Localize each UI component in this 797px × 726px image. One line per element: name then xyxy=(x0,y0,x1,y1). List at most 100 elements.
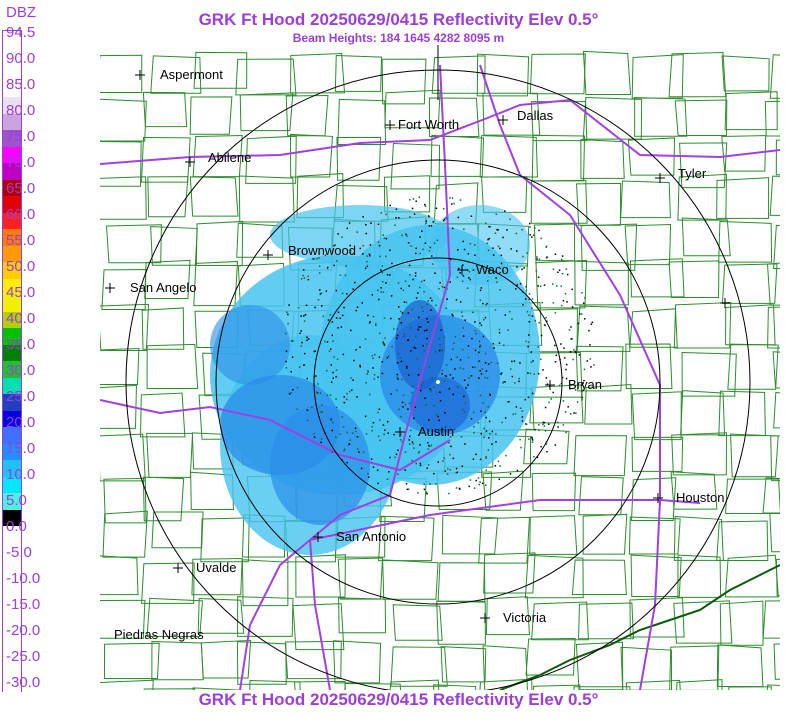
county-boundary xyxy=(200,639,252,679)
echo-speckle xyxy=(382,291,385,293)
echo-speckle xyxy=(473,432,475,434)
echo-speckle xyxy=(509,218,511,221)
echo-speckle xyxy=(516,266,518,268)
echo-speckle xyxy=(320,438,323,440)
echo-speckle xyxy=(412,278,414,281)
echo-speckle xyxy=(334,244,337,246)
county-boundary xyxy=(195,220,244,266)
echo-speckle xyxy=(497,460,500,463)
echo-speckle xyxy=(348,443,351,445)
echo-speckle xyxy=(394,456,396,459)
echo-speckle xyxy=(543,425,546,427)
echo-speckle xyxy=(506,401,509,403)
echo-speckle xyxy=(589,344,591,346)
echo-speckle xyxy=(535,270,538,272)
echo-speckle xyxy=(496,362,499,365)
county-boundary xyxy=(634,97,688,137)
echo-speckle xyxy=(429,297,432,299)
county-boundary xyxy=(716,177,770,219)
echo-speckle xyxy=(462,240,464,243)
echo-speckle xyxy=(561,376,564,379)
county-boundary xyxy=(724,554,779,598)
county-boundary xyxy=(237,596,294,637)
echo-speckle xyxy=(531,439,534,441)
echo-speckle xyxy=(418,196,421,198)
echo-speckle xyxy=(468,485,470,488)
echo-speckle xyxy=(506,229,508,231)
echo-speckle xyxy=(343,448,346,451)
county-boundary xyxy=(725,478,780,514)
color-scale-segment xyxy=(3,394,21,411)
county-boundary xyxy=(390,646,448,687)
echo-speckle xyxy=(313,436,316,438)
echo-speckle xyxy=(348,222,351,224)
city-marker xyxy=(263,250,273,260)
county-boundary xyxy=(772,351,780,389)
color-scale-segment xyxy=(3,608,21,626)
echo-speckle xyxy=(377,435,380,438)
echo-speckle xyxy=(561,258,563,261)
county-boundary xyxy=(384,89,441,129)
echo-speckle xyxy=(462,275,465,277)
echo-speckle xyxy=(360,467,363,470)
echo-speckle xyxy=(387,432,389,434)
echo-speckle xyxy=(581,292,583,294)
echo-speckle xyxy=(401,440,403,443)
echo-speckle xyxy=(428,216,430,218)
county-boundary xyxy=(531,134,586,182)
echo-speckle xyxy=(336,358,339,361)
echo-speckle xyxy=(411,207,414,210)
echo-speckle xyxy=(531,436,533,439)
echo-speckle xyxy=(359,346,361,349)
echo-speckle xyxy=(381,372,384,375)
echo-speckle xyxy=(534,227,536,229)
echo-speckle xyxy=(564,292,567,295)
county-boundary xyxy=(529,53,586,95)
echo-speckle xyxy=(429,246,432,249)
echo-speckle xyxy=(556,285,558,287)
echo-speckle xyxy=(284,332,287,335)
echo-speckle xyxy=(440,329,442,331)
echo-speckle xyxy=(501,421,503,424)
echo-speckle xyxy=(352,379,354,381)
echo-speckle xyxy=(437,415,439,418)
beam-heights: Beam Heights: 184 1645 4282 8095 m xyxy=(292,31,505,45)
echo-speckle xyxy=(438,419,440,422)
echo-speckle xyxy=(327,319,330,321)
echo-speckle xyxy=(378,298,380,301)
county-boundary xyxy=(578,476,624,516)
echo-speckle xyxy=(344,274,347,277)
county-boundary xyxy=(769,175,780,216)
echo-speckle xyxy=(578,354,581,356)
echo-speckle xyxy=(518,380,520,383)
radar-map[interactable]: Aspermont Fort Worth Dallas Abilene Tyler Bro… xyxy=(100,45,780,690)
county-boundary xyxy=(530,101,588,142)
echo-speckle xyxy=(326,369,328,372)
echo-speckle xyxy=(285,367,288,369)
county-boundary xyxy=(716,644,764,687)
echo-speckle xyxy=(588,329,590,332)
echo-speckle xyxy=(355,309,357,312)
echo-speckle xyxy=(496,281,498,284)
echo-speckle xyxy=(526,311,529,313)
echo-speckle xyxy=(401,378,403,381)
echo-speckle xyxy=(468,377,470,379)
echo-speckle xyxy=(463,248,466,251)
county-boundary xyxy=(724,91,778,131)
echo-speckle xyxy=(377,376,379,379)
color-scale-bar xyxy=(2,30,22,692)
echo-speckle xyxy=(516,284,519,286)
echo-speckle xyxy=(316,257,318,260)
echo-speckle xyxy=(335,260,338,262)
echo-speckle xyxy=(410,350,412,352)
echo-speckle xyxy=(299,332,301,335)
county-boundary xyxy=(668,260,720,298)
county-boundary xyxy=(102,510,148,558)
echo-speckle xyxy=(475,479,477,482)
color-scale-segment xyxy=(3,146,21,164)
color-scale-segment xyxy=(3,493,21,510)
echo-speckle xyxy=(449,258,452,261)
color-scale-label: 10.0 xyxy=(6,466,36,483)
echo-speckle xyxy=(382,341,384,344)
echo-speckle xyxy=(330,418,332,421)
